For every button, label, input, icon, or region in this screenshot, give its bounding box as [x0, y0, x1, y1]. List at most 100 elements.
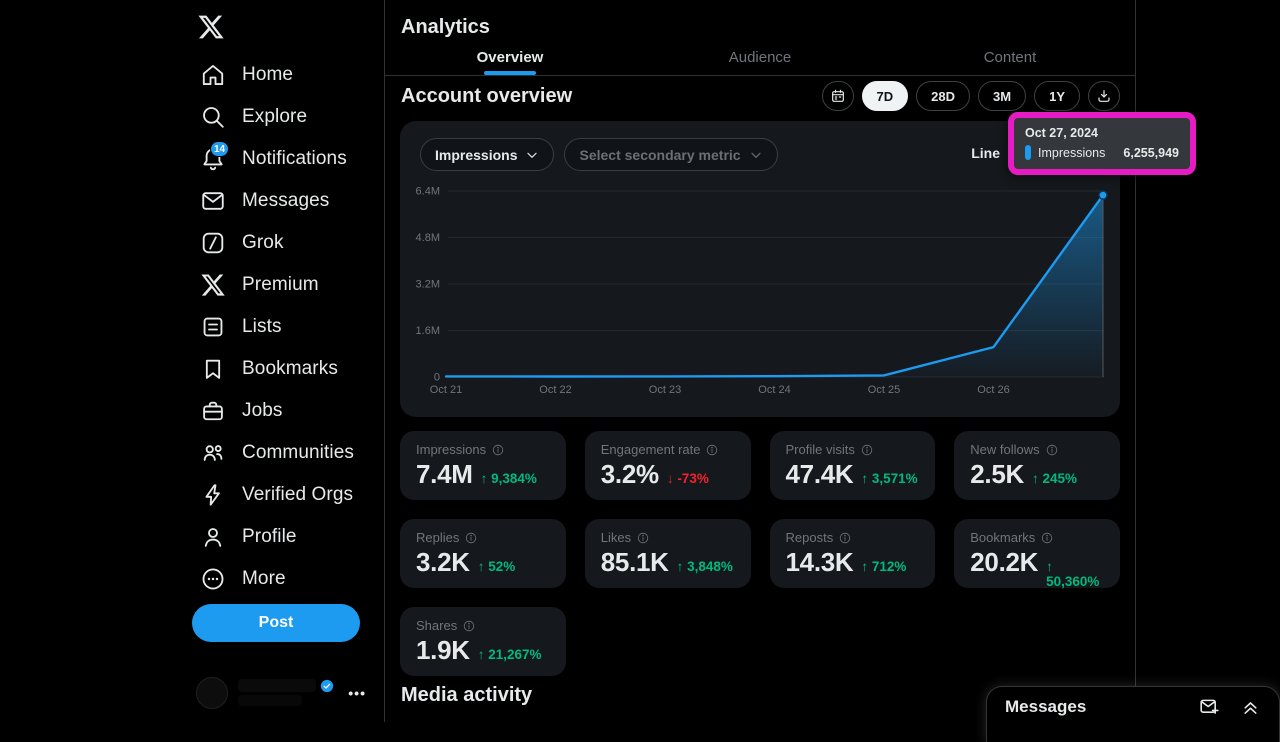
- sidebar-item-label: Bookmarks: [242, 358, 338, 379]
- metric-delta: ↑ 3,848%: [676, 559, 733, 574]
- info-icon[interactable]: [705, 443, 719, 457]
- metric-label: Engagement rate: [600, 442, 701, 457]
- svg-text:Oct 25: Oct 25: [868, 384, 900, 396]
- tooltip-date: Oct 27, 2024: [1025, 126, 1098, 140]
- chevron-down-icon: [750, 152, 761, 158]
- metric-card-likes: Likes 85.1K ↑ 3,848%: [584, 519, 751, 588]
- info-icon[interactable]: [1045, 443, 1059, 457]
- sidebar-item-communities[interactable]: Communities: [180, 432, 384, 474]
- calendar-button[interactable]: [821, 81, 854, 111]
- tab-audience[interactable]: Audience: [728, 48, 792, 66]
- metric-value: 3.2%: [600, 459, 659, 489]
- metric-card-replies: Replies 3.2K ↑ 52%: [400, 519, 566, 588]
- chart-type-toggle[interactable]: Line: [971, 145, 1000, 161]
- tab-content[interactable]: Content: [983, 48, 1037, 66]
- list-icon: [200, 314, 226, 340]
- metric-value: 1.9K: [416, 635, 470, 665]
- expand-drawer-icon[interactable]: [1240, 696, 1261, 717]
- metric-label: Likes: [600, 530, 632, 545]
- range-1y-button[interactable]: 1Y: [1034, 81, 1080, 111]
- sidebar-item-notifications[interactable]: 14 Notifications: [180, 138, 384, 180]
- page-title: Analytics: [401, 16, 490, 38]
- sidebar-item-jobs[interactable]: Jobs: [180, 390, 384, 432]
- info-icon[interactable]: [838, 531, 852, 545]
- sidebar-item-label: Jobs: [242, 400, 283, 421]
- info-icon[interactable]: [462, 619, 476, 633]
- account-more-icon[interactable]: •••: [348, 685, 366, 701]
- primary-metric-dropdown[interactable]: Impressions: [420, 138, 555, 171]
- metric-card-new-follows: New follows 2.5K ↑ 245%: [954, 431, 1120, 500]
- account-switcher[interactable]: •••: [184, 672, 380, 714]
- sidebar-nav: Home Explore 14 Notifications Messages Grok Pr…: [180, 54, 384, 600]
- messages-drawer-title: Messages: [1005, 696, 1087, 716]
- svg-text:0: 0: [434, 372, 440, 384]
- communities-icon: [200, 440, 226, 466]
- post-button[interactable]: Post: [192, 604, 360, 642]
- tab-overview[interactable]: Overview: [385, 39, 635, 75]
- new-message-icon[interactable]: [1199, 696, 1220, 717]
- svg-text:Oct 23: Oct 23: [649, 384, 681, 396]
- download-icon: [1098, 90, 1110, 102]
- metric-value: 47.4K: [785, 459, 854, 489]
- svg-text:Oct 24: Oct 24: [758, 384, 790, 396]
- analytics-tabs: Overview Audience Content: [385, 39, 1135, 76]
- info-icon[interactable]: [1040, 531, 1054, 545]
- sidebar-item-lists[interactable]: Lists: [180, 306, 384, 348]
- metric-delta: ↑ 3,571%: [861, 471, 918, 486]
- sidebar-item-profile[interactable]: Profile: [180, 516, 384, 558]
- download-button[interactable]: [1088, 81, 1120, 111]
- chevron-down-icon: [527, 152, 538, 158]
- metrics-grid: Impressions 7.4M ↑ 9,384% Engagement rate 3.…: [400, 431, 1120, 676]
- range-3m-button[interactable]: 3M: [978, 81, 1027, 111]
- sidebar-item-explore[interactable]: Explore: [180, 96, 384, 138]
- x-premium-icon: [200, 272, 226, 298]
- info-icon[interactable]: [464, 531, 478, 545]
- sidebar-item-bookmarks[interactable]: Bookmarks: [180, 348, 384, 390]
- messages-drawer[interactable]: Messages: [986, 686, 1280, 742]
- sidebar-item-premium[interactable]: Premium: [180, 264, 384, 306]
- metric-delta: ↑ 50,360%: [1046, 559, 1100, 589]
- impressions-chart-card: Impressions Select secondary metric Line…: [400, 121, 1120, 417]
- sidebar-item-more[interactable]: More: [180, 558, 384, 600]
- range-7d-button[interactable]: 7D: [861, 81, 909, 111]
- sidebar-item-verified-orgs[interactable]: Verified Orgs: [180, 474, 384, 516]
- metric-value: 7.4M: [416, 459, 473, 489]
- metric-delta: ↑ 712%: [861, 559, 907, 574]
- sidebar-item-messages[interactable]: Messages: [180, 180, 384, 222]
- x-logo[interactable]: [194, 10, 228, 44]
- secondary-metric-dropdown[interactable]: Select secondary metric: [564, 138, 778, 171]
- main-right-divider: [1135, 0, 1136, 722]
- svg-text:Oct 22: Oct 22: [539, 384, 571, 396]
- chart-tooltip-annotation: Oct 27, 2024 Impressions 6,255,949: [1008, 112, 1196, 175]
- metric-value: 85.1K: [600, 547, 669, 577]
- date-range-controls: 7D 28D 3M 1Y: [821, 81, 1120, 111]
- home-icon: [200, 62, 226, 88]
- sidebar-item-label: Verified Orgs: [242, 484, 354, 505]
- info-icon[interactable]: [860, 443, 874, 457]
- tooltip-series: Impressions: [1038, 145, 1106, 160]
- sidebar-item-label: More: [242, 568, 286, 589]
- metric-value: 20.2K: [970, 547, 1039, 577]
- tooltip-value: 6,255,949: [1123, 145, 1179, 160]
- metric-card-shares: Shares 1.9K ↑ 21,267%: [400, 607, 566, 676]
- account-overview-header: Account overview 7D 28D 3M 1Y: [401, 81, 1120, 111]
- sidebar-item-label: Lists: [242, 316, 282, 337]
- info-icon[interactable]: [491, 443, 505, 457]
- verified-orgs-icon: [200, 482, 226, 508]
- sidebar-item-grok[interactable]: Grok: [180, 222, 384, 264]
- sidebar-item-label: Home: [242, 64, 294, 85]
- info-icon[interactable]: [636, 531, 650, 545]
- metric-delta: ↓ -73%: [666, 471, 709, 486]
- sidebar-item-label: Messages: [242, 190, 330, 211]
- metric-label: Profile visits: [785, 442, 855, 457]
- metric-label: Bookmarks: [970, 530, 1036, 545]
- metric-value: 14.3K: [785, 547, 854, 577]
- svg-text:1.6M: 1.6M: [416, 325, 440, 337]
- sidebar: Home Explore 14 Notifications Messages Grok Pr…: [180, 0, 384, 722]
- sidebar-item-home[interactable]: Home: [180, 54, 384, 96]
- svg-text:6.4M: 6.4M: [416, 186, 440, 198]
- bookmark-icon: [200, 356, 226, 382]
- range-28d-button[interactable]: 28D: [916, 81, 971, 111]
- impressions-line-chart[interactable]: 0 1.6M 3.2M 4.8M 6.4M Oct 21 Oct 22 Oct 23 Oct 2…: [400, 179, 1120, 409]
- avatar: [196, 677, 228, 709]
